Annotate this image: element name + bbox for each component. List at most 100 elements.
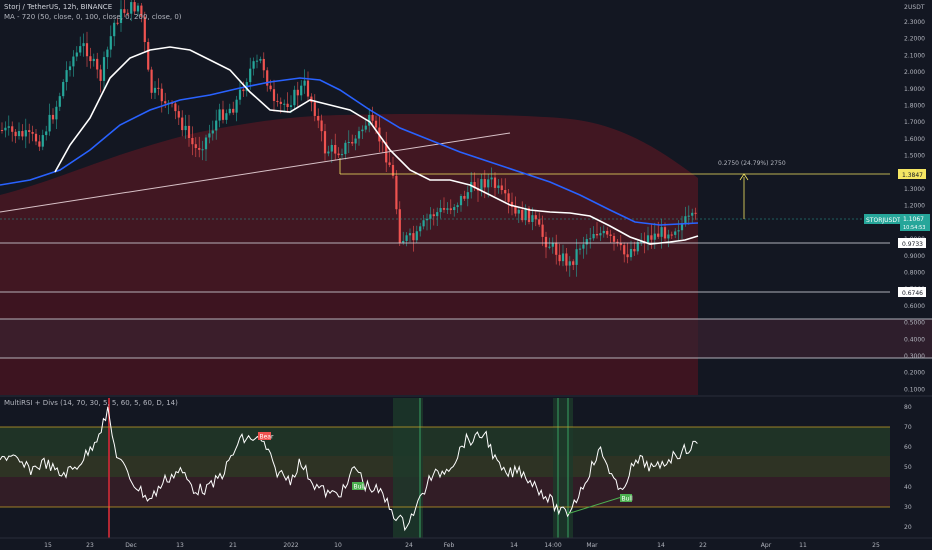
candle-body bbox=[691, 212, 694, 216]
candle-body bbox=[364, 125, 367, 130]
rsi-badge-bull-1: Bull bbox=[352, 482, 365, 491]
candle-body bbox=[113, 22, 116, 37]
rsi-upper-zone bbox=[0, 427, 890, 456]
symbol-title[interactable]: Storj / TetherUS, 12h, BINANCE bbox=[4, 3, 113, 11]
candle-body bbox=[92, 58, 95, 62]
candle-body bbox=[653, 233, 656, 240]
candle-body bbox=[283, 103, 286, 105]
candle-body bbox=[99, 69, 102, 81]
candle-body bbox=[504, 189, 507, 194]
candle-body bbox=[269, 85, 272, 90]
candle-body bbox=[510, 201, 514, 207]
candle-body bbox=[55, 106, 58, 120]
candle-body bbox=[150, 69, 153, 93]
candle-body bbox=[657, 233, 660, 237]
candle-body bbox=[31, 131, 34, 134]
time-tick-label: 14 bbox=[657, 542, 665, 549]
measure-label: 0.2750 (24.79%) 2750 bbox=[718, 160, 786, 167]
candle-body bbox=[334, 144, 337, 154]
candle-body bbox=[490, 177, 493, 180]
time-tick-label: 25 bbox=[872, 542, 880, 549]
time-tick-label: 2022 bbox=[283, 542, 298, 549]
candle-body bbox=[595, 234, 599, 236]
candles-group bbox=[0, 0, 697, 277]
price-tick-label: 2.3000 bbox=[904, 19, 925, 26]
time-tick-label: Mar bbox=[586, 542, 598, 549]
candle-body bbox=[402, 240, 405, 243]
candle-body bbox=[565, 253, 568, 266]
candle-body bbox=[425, 218, 429, 221]
candle-body bbox=[143, 16, 146, 43]
price-axis[interactable]: 2.3000 2.2000 2.1000 2.0000 1.9000 1.8000 1.70… bbox=[904, 19, 925, 393]
candle-body bbox=[252, 61, 255, 69]
candle-body bbox=[578, 248, 582, 250]
time-tick-label: 14 bbox=[510, 542, 518, 549]
candle-body bbox=[684, 216, 687, 224]
candle-body bbox=[527, 208, 531, 222]
ma-indicator-title[interactable]: MA - 720 (50, close, 0, 100, close, 0, 2… bbox=[4, 13, 182, 21]
price-tick-label: 0.5000 bbox=[904, 320, 925, 327]
time-tick-label: 24 bbox=[405, 542, 413, 549]
candle-body bbox=[272, 89, 276, 101]
candle-body bbox=[140, 5, 143, 17]
price-tick-label: 1.6000 bbox=[904, 136, 925, 143]
candle-body bbox=[650, 235, 653, 240]
candle-body bbox=[79, 46, 82, 53]
price-axis-top-tick: 2 bbox=[904, 4, 908, 11]
candle-body bbox=[357, 131, 361, 139]
symbol-countdown: 10:54:53 bbox=[903, 225, 925, 231]
measure-arrow-head bbox=[739, 173, 749, 181]
symbol-price-tag bbox=[900, 214, 930, 231]
candle-body bbox=[534, 215, 537, 220]
candle-body bbox=[130, 2, 133, 14]
rsi-highlight-2 bbox=[553, 398, 573, 538]
candle-body bbox=[381, 141, 384, 143]
candle-body bbox=[310, 96, 313, 103]
candle-body bbox=[75, 52, 78, 57]
candle-body bbox=[198, 148, 201, 150]
candle-body bbox=[374, 120, 378, 128]
rsi-indicator-title[interactable]: MultiRSI + Divs (14, 70, 30, 5, 5, 60, 5… bbox=[4, 399, 178, 407]
candle-body bbox=[28, 130, 31, 132]
price-tick-label: 0.4000 bbox=[904, 336, 925, 343]
rsi-mid-zone bbox=[0, 456, 890, 477]
candle-body bbox=[235, 99, 238, 113]
time-tick-label: Dec bbox=[125, 542, 137, 549]
candle-body bbox=[109, 36, 112, 50]
candle-body bbox=[276, 100, 279, 102]
candle-body bbox=[629, 249, 633, 258]
rsi-tick-label: 30 bbox=[904, 504, 912, 511]
candle-body bbox=[405, 235, 408, 241]
candle-body bbox=[497, 185, 500, 188]
candle-body bbox=[201, 149, 204, 151]
candle-body bbox=[126, 12, 129, 14]
rsi-highlight-1 bbox=[393, 398, 423, 538]
candle-body bbox=[238, 89, 242, 100]
candle-body bbox=[436, 212, 439, 217]
time-tick-label: 23 bbox=[86, 542, 94, 549]
candle-body bbox=[24, 130, 27, 137]
time-tick-label: 14:00 bbox=[544, 542, 561, 549]
candle-body bbox=[228, 108, 231, 114]
candle-body bbox=[538, 219, 541, 225]
candle-body bbox=[677, 230, 680, 232]
candle-body bbox=[636, 241, 639, 252]
candle-body bbox=[289, 105, 293, 108]
candle-body bbox=[262, 58, 265, 71]
candle-body bbox=[429, 214, 432, 219]
candle-body bbox=[58, 96, 61, 107]
candle-body bbox=[41, 135, 44, 147]
candle-body bbox=[160, 88, 163, 102]
candle-body bbox=[623, 245, 626, 255]
candle-body bbox=[521, 209, 524, 221]
candle-body bbox=[517, 209, 520, 214]
ma-fast-line bbox=[0, 77, 699, 226]
candle-body bbox=[541, 224, 544, 237]
time-axis[interactable]: 15 23 Dec 13 21 2022 10 24 Feb 14 14:00 Mar 14 22 Apr 1… bbox=[44, 542, 880, 549]
price-tick-label: 0.9000 bbox=[904, 253, 925, 260]
candle-body bbox=[68, 66, 72, 71]
rsi-axis[interactable]: 80 70 60 50 40 30 20 bbox=[904, 404, 912, 531]
rsi-badge-bull-2: Bull bbox=[620, 494, 633, 503]
candle-body bbox=[470, 182, 473, 193]
